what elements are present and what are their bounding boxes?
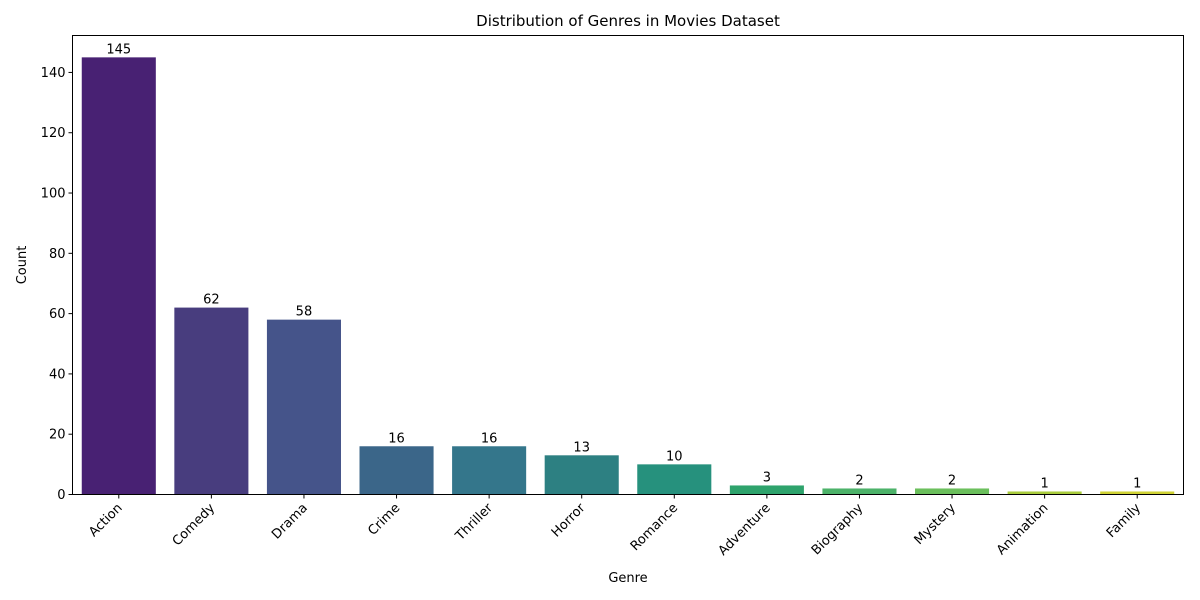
data-label-family: 1 bbox=[1133, 476, 1141, 491]
bar-animation bbox=[1007, 491, 1082, 495]
data-label-animation: 1 bbox=[1040, 476, 1048, 491]
x-axis-ticks: Action Comedy Drama Crime Thriller Horror Roma… bbox=[86, 494, 1144, 559]
x-tick-label-romance: Romance bbox=[628, 501, 681, 554]
x-tick-label-horror: Horror bbox=[549, 500, 589, 540]
bar-family bbox=[1100, 491, 1175, 495]
y-tick-label-80: 80 bbox=[49, 247, 66, 262]
x-tick-label-action: Action bbox=[86, 501, 125, 540]
bars-group bbox=[81, 57, 1175, 495]
x-tick-label-biography: Biography bbox=[809, 501, 867, 559]
x-tick-label-thriller: Thriller bbox=[452, 500, 496, 544]
data-label-biography: 2 bbox=[855, 473, 863, 488]
x-tick-label-family: Family bbox=[1104, 501, 1144, 541]
y-tick-label-120: 120 bbox=[41, 126, 66, 141]
bar-drama bbox=[266, 319, 341, 495]
y-axis-label: Count bbox=[15, 246, 30, 285]
y-tick-label-100: 100 bbox=[41, 187, 66, 202]
x-axis-label: Genre bbox=[608, 571, 647, 586]
data-label-comedy: 62 bbox=[203, 293, 220, 308]
data-label-crime: 16 bbox=[388, 431, 405, 446]
data-label-thriller: 16 bbox=[481, 431, 498, 446]
data-labels-group: 145 62 58 16 16 13 10 3 2 2 1 1 bbox=[106, 42, 1141, 491]
y-tick-label-40: 40 bbox=[49, 367, 66, 382]
y-tick-label-0: 0 bbox=[57, 488, 65, 503]
x-tick-label-mystery: Mystery bbox=[912, 501, 959, 548]
x-tick-label-animation: Animation bbox=[994, 501, 1051, 558]
bar-action bbox=[81, 57, 156, 495]
x-tick-label-drama: Drama bbox=[269, 501, 311, 543]
plot-frame bbox=[72, 35, 1184, 495]
data-label-romance: 10 bbox=[666, 449, 683, 464]
data-label-horror: 13 bbox=[573, 440, 590, 455]
bar-romance bbox=[637, 464, 712, 495]
data-label-action: 145 bbox=[106, 42, 131, 57]
bar-adventure bbox=[729, 485, 804, 495]
bar-horror bbox=[544, 455, 619, 495]
bar-thriller bbox=[452, 446, 527, 495]
bar-comedy bbox=[174, 307, 249, 495]
chart-title: Distribution of Genres in Movies Dataset bbox=[476, 12, 780, 30]
bar-crime bbox=[359, 446, 434, 495]
bar-mystery bbox=[915, 488, 990, 495]
y-axis-ticks: 0 20 40 60 80 100 120 140 bbox=[41, 66, 73, 503]
data-label-mystery: 2 bbox=[948, 473, 956, 488]
x-tick-label-crime: Crime bbox=[365, 501, 403, 539]
bar-biography bbox=[822, 488, 897, 495]
data-label-adventure: 3 bbox=[763, 470, 771, 485]
y-tick-label-140: 140 bbox=[41, 66, 66, 81]
x-tick-label-comedy: Comedy bbox=[170, 501, 219, 550]
x-tick-label-adventure: Adventure bbox=[716, 501, 774, 559]
y-tick-label-20: 20 bbox=[49, 428, 66, 443]
y-tick-label-60: 60 bbox=[49, 307, 66, 322]
data-label-drama: 58 bbox=[296, 305, 313, 320]
